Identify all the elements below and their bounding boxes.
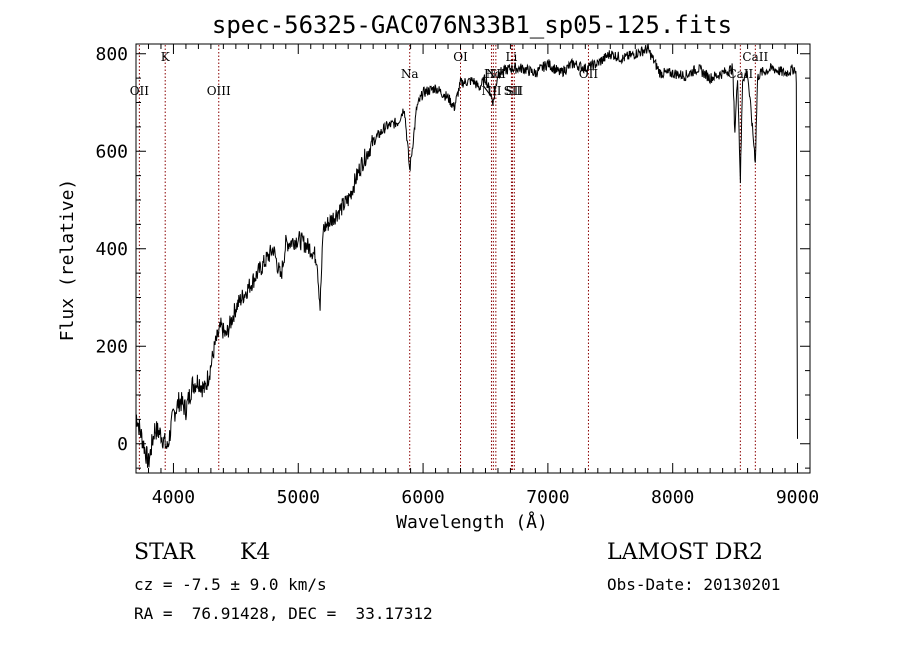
- redshift-text: cz = -7.5 ± 9.0 km/s: [134, 575, 327, 594]
- x-tick-label-5000: 5000: [277, 487, 320, 508]
- x-tick-label-8000: 8000: [651, 487, 694, 508]
- chart-title: spec-56325-GAC076N33B1_sp05-125.fits: [212, 11, 732, 39]
- y-tick-label-800: 800: [95, 44, 128, 65]
- marker-oiii-4363: OIII: [207, 45, 231, 472]
- x-tick-label-6000: 6000: [401, 487, 444, 508]
- marker-nii-6548: NII: [481, 45, 502, 472]
- y-axis-title: Flux (relative): [57, 179, 78, 342]
- marker-caii-8662: CaII: [742, 45, 768, 472]
- marker-label: OII: [130, 84, 150, 98]
- marker-label: SII: [505, 84, 523, 98]
- marker-label: CaII: [742, 50, 768, 64]
- marker-k-3934: K: [161, 45, 171, 472]
- x-tick-label-4000: 4000: [152, 487, 195, 508]
- marker-label: OIII: [207, 84, 231, 98]
- coordinates-text: RA = 76.91428, DEC = 33.17312: [134, 604, 433, 623]
- object-subclass: K4: [240, 540, 271, 565]
- marker-oi-6300: OI: [453, 45, 468, 472]
- marker-label: SII: [504, 84, 522, 98]
- marker-label: Na: [401, 67, 419, 81]
- marker-li-6708: Li: [506, 45, 518, 472]
- marker-hα-6563: Hα: [484, 45, 503, 472]
- y-tick-label-400: 400: [95, 239, 128, 260]
- marker-nii-6583: NII: [486, 45, 506, 472]
- marker-label: Li: [506, 50, 518, 64]
- marker-sii-6716: SII: [504, 45, 522, 472]
- object-class: STAR: [134, 540, 195, 565]
- y-tick-label-600: 600: [95, 141, 128, 162]
- y-tick-label-0: 0: [117, 434, 128, 455]
- marker-oii-7325: OII: [579, 45, 598, 472]
- x-tick-label-9000: 9000: [776, 487, 819, 508]
- obs-date: Obs-Date: 20130201: [607, 575, 781, 594]
- marker-oii-3727: OII: [130, 45, 150, 472]
- marker-label: K: [161, 50, 171, 64]
- survey-name: LAMOST DR2: [607, 540, 763, 565]
- spectrum-line: [135, 42, 798, 468]
- marker-caii-8542: CaII: [727, 45, 754, 472]
- marker-sii-6731: SII: [505, 45, 523, 472]
- spectrum-chart: spec-56325-GAC076N33B1_sp05-125.fits OII…: [57, 11, 819, 533]
- x-axis-title: Wavelength (Å): [396, 511, 548, 533]
- axis-ticks: 4000 5000 6000 7000 8000 9000 0 200 400 600 800: [95, 44, 819, 508]
- marker-na-5893: Na: [401, 45, 419, 472]
- marker-label: OI: [453, 50, 468, 64]
- y-tick-label-200: 200: [95, 336, 128, 357]
- plot-frame: [135, 43, 811, 474]
- x-tick-label-7000: 7000: [526, 487, 569, 508]
